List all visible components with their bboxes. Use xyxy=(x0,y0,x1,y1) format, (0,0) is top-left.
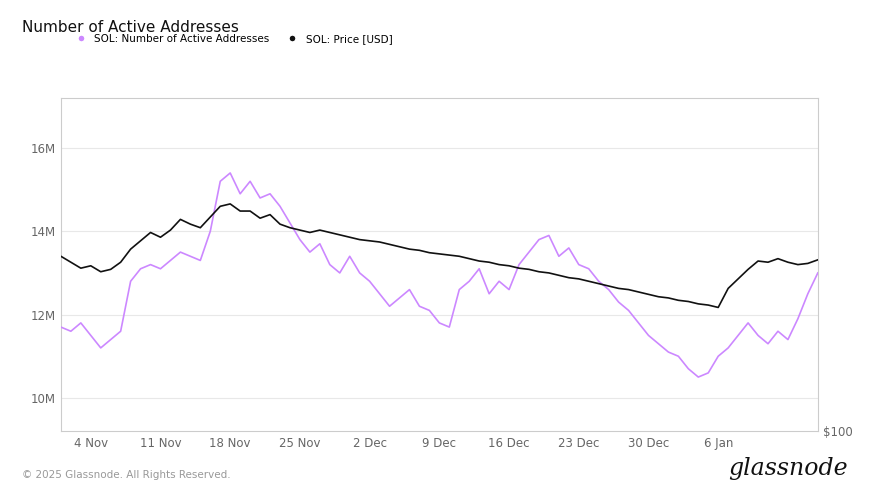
Text: © 2025 Glassnode. All Rights Reserved.: © 2025 Glassnode. All Rights Reserved. xyxy=(22,470,230,480)
Text: Number of Active Addresses: Number of Active Addresses xyxy=(22,20,238,35)
Legend: SOL: Number of Active Addresses, SOL: Price [USD]: SOL: Number of Active Addresses, SOL: Pr… xyxy=(66,30,396,48)
Text: glassnode: glassnode xyxy=(728,457,847,480)
